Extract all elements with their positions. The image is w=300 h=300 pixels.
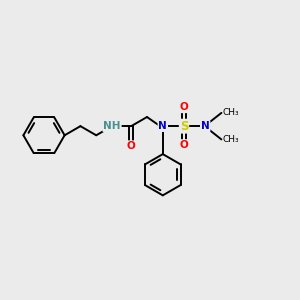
Text: NH: NH (103, 121, 121, 131)
Text: CH₃: CH₃ (223, 108, 239, 117)
Text: S: S (180, 120, 188, 133)
Text: O: O (180, 102, 188, 112)
Text: O: O (127, 141, 136, 151)
Text: N: N (201, 121, 210, 131)
Text: O: O (180, 140, 188, 150)
Text: CH₃: CH₃ (223, 135, 239, 144)
Text: N: N (158, 121, 167, 131)
